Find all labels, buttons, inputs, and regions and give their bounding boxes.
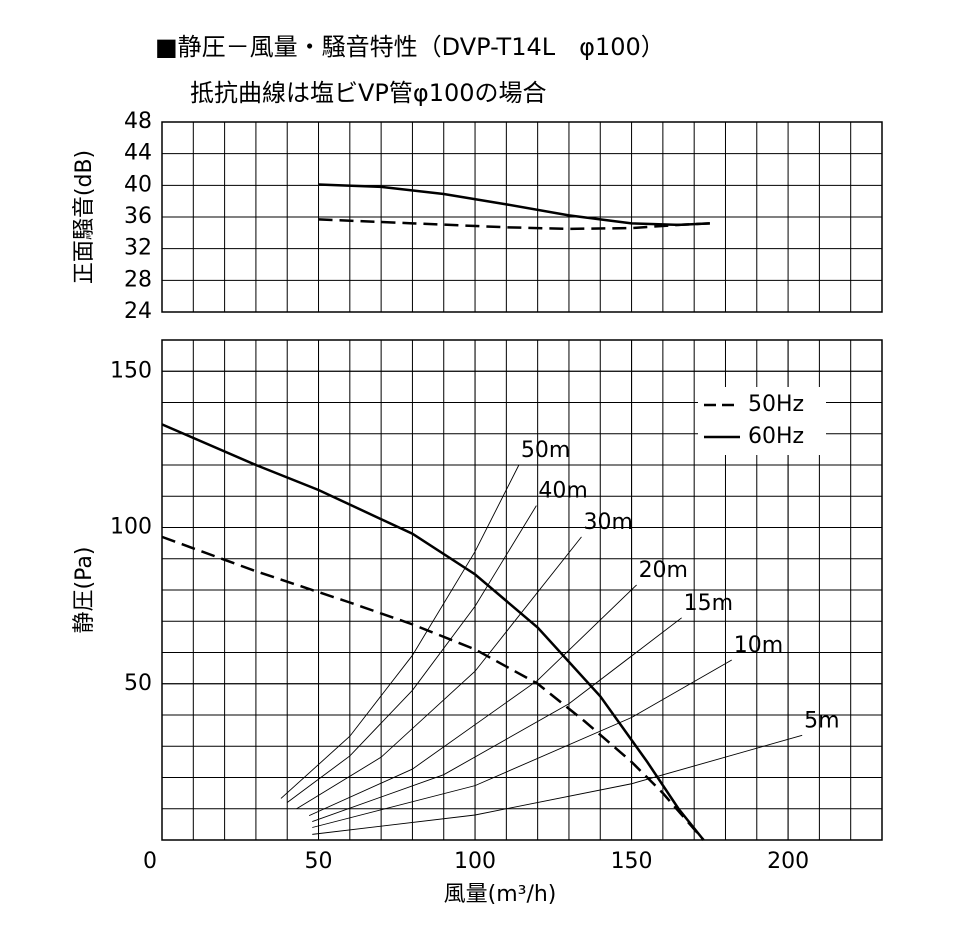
legend-label: 50Hz (748, 392, 804, 417)
y-axis-label: 正面騒音(dB) (72, 150, 97, 284)
plot-frame (161, 339, 883, 841)
series-line (161, 423, 705, 841)
y-tick-label: 32 (124, 236, 152, 261)
curve-label: 20m (639, 558, 688, 583)
legend-box (698, 387, 826, 455)
resistance-curve (280, 464, 520, 799)
plot-frame (161, 121, 883, 313)
x-tick-label: 0 (143, 849, 157, 874)
resistance-curve (286, 505, 537, 803)
y-tick-label: 50 (124, 671, 152, 696)
y-tick-label: 24 (124, 299, 152, 324)
series-line (161, 535, 705, 841)
curve-label: 15m (684, 591, 733, 616)
x-tick-label: 200 (767, 849, 809, 874)
chart-subtitle: 抵抗曲線は塩ビVP管φ100の場合 (190, 79, 547, 107)
series-line (318, 183, 710, 227)
y-tick-label: 150 (110, 358, 152, 383)
curve-label: 50m (521, 438, 570, 463)
curve-label: 10m (734, 633, 783, 658)
y-tick-label: 48 (124, 109, 152, 134)
curve-label: 40m (538, 479, 587, 504)
x-tick-label: 100 (454, 849, 496, 874)
curve-label: 30m (583, 510, 632, 535)
resistance-curve (312, 659, 732, 828)
resistance-curve (312, 617, 682, 822)
y-axis-label: 静圧(Pa) (72, 547, 97, 634)
resistance-curve (296, 536, 582, 810)
y-tick-label: 40 (124, 172, 152, 197)
curve-label: 5m (804, 708, 839, 733)
y-tick-label: 28 (124, 267, 152, 292)
x-axis-label: 風量(m³/h) (444, 882, 557, 907)
y-tick-label: 36 (124, 204, 152, 229)
y-tick-label: 44 (124, 141, 152, 166)
legend-label: 60Hz (748, 424, 804, 449)
resistance-curve (312, 734, 803, 835)
x-tick-label: 150 (611, 849, 653, 874)
x-tick-label: 50 (305, 849, 333, 874)
chart-title: ■静圧－風量・騒音特性（DVP-T14L φ100） (155, 33, 665, 61)
resistance-curve (308, 584, 637, 817)
y-tick-label: 100 (110, 515, 152, 540)
